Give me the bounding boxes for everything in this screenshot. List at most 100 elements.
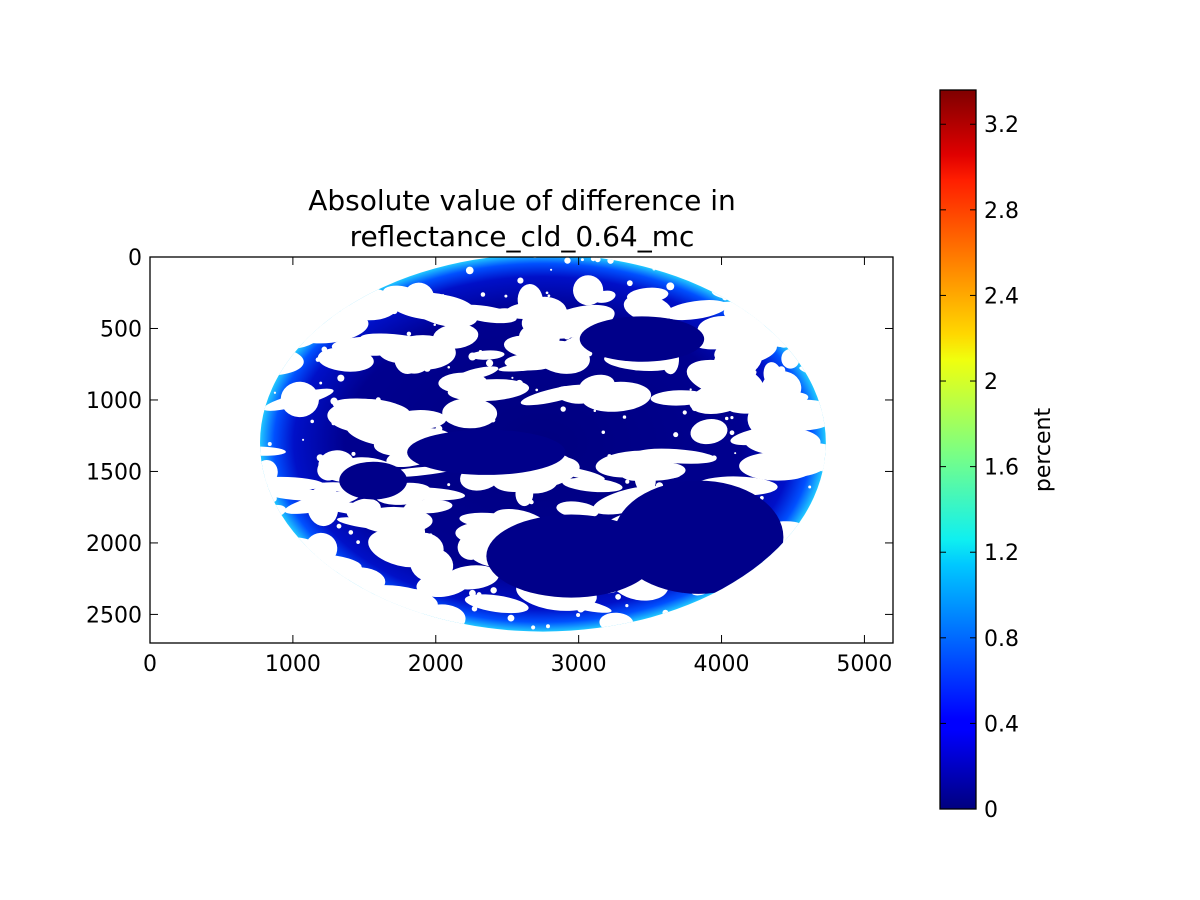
clear-region [339, 461, 408, 500]
cloud-patch [447, 379, 530, 402]
cloud-patch [358, 506, 433, 534]
cloud-speck [701, 385, 708, 392]
cloud-speck [535, 388, 539, 392]
cloud-patch [504, 353, 558, 371]
cloud-speck [777, 366, 786, 375]
cloud-speck [529, 499, 534, 505]
cloud-speck [443, 302, 451, 310]
cloud-patch [767, 399, 826, 431]
cloud-speck [615, 593, 621, 600]
cloud-speck [348, 530, 354, 535]
cloud-speck [666, 282, 675, 291]
cloud-speck [586, 350, 593, 357]
cloud-speck [711, 455, 717, 461]
cloud-speck [548, 336, 553, 342]
cloud-patch [690, 418, 728, 445]
cloud-speck [481, 390, 485, 394]
cloud-patch [332, 398, 410, 419]
y-tick-label: 1000 [86, 389, 142, 414]
colorbar-tick-label: 3.2 [984, 113, 1019, 138]
cloud-speck [649, 452, 654, 457]
cloud-speck [794, 384, 797, 388]
cloud-patch [517, 284, 543, 317]
cloud-patch [664, 300, 728, 321]
cloud-speck [531, 625, 536, 630]
cloud-speck [416, 486, 425, 495]
cloud-speck [424, 607, 431, 615]
cloud-patch [307, 490, 339, 527]
cloud-speck [607, 454, 612, 459]
chart-title-line-1: Absolute value of difference in [308, 184, 736, 217]
cloud-speck [689, 388, 692, 391]
cloud-speck [320, 482, 327, 489]
cloud-speck [394, 345, 402, 353]
cloud-patch [556, 501, 599, 519]
cloud-speck [447, 483, 451, 487]
x-tick-label: 0 [143, 652, 157, 677]
cloud-speck [364, 433, 371, 440]
cloud-patch [317, 459, 341, 481]
cloud-speck [565, 312, 570, 318]
colorbar-tick-label: 1.6 [984, 456, 1019, 481]
cloud-patch [464, 594, 529, 614]
cloud-speck [626, 386, 629, 390]
cloud-speck [401, 522, 409, 530]
cloud-speck [601, 430, 606, 435]
cloud-speck [382, 592, 387, 597]
cloud-speck [471, 605, 478, 612]
chart-title-line-2: reflectance_cld_0.64_mc [350, 220, 695, 253]
cloud-speck [730, 416, 734, 420]
cloud-speck [321, 346, 328, 353]
x-tick-label: 3000 [551, 652, 607, 677]
cloud-speck [331, 421, 336, 426]
cloud-speck [691, 404, 699, 412]
colorbar [939, 89, 977, 810]
cloud-speck [476, 592, 482, 597]
cloud-speck [467, 484, 471, 487]
cloud-speck [808, 485, 812, 489]
cloud-speck [302, 438, 305, 441]
cloud-speck [537, 396, 542, 401]
cloud-speck [315, 357, 321, 362]
clear-sky-regions [339, 316, 784, 598]
cloud-speck [680, 392, 686, 398]
cloud-speck [576, 613, 581, 618]
y-axis-ticks: 0 500 1000 1500 2000 2500 [86, 246, 893, 628]
cloud-speck [335, 354, 344, 362]
cloud-speck [273, 391, 277, 394]
cloud-speck [319, 513, 324, 518]
cloud-speck [550, 268, 553, 271]
cloud-speck [417, 359, 424, 366]
cloud-speck [486, 359, 494, 367]
cloud-speck [469, 589, 476, 597]
colorbar-tick-label: 0.4 [984, 712, 1019, 737]
cloud-speck [468, 352, 477, 361]
x-tick-label: 5000 [836, 652, 892, 677]
cloud-speck [471, 415, 475, 419]
cloud-patch [416, 571, 469, 598]
cloud-speck [582, 608, 585, 612]
cloud-speck [796, 383, 801, 389]
cloud-speck [336, 523, 342, 529]
colorbar-tick-label: 2.8 [984, 199, 1019, 224]
cloud-speck [563, 332, 571, 340]
x-tick-label: 1000 [265, 652, 321, 677]
plot-area [150, 257, 893, 643]
cloud-speck [622, 415, 627, 419]
cloud-speck [356, 540, 360, 544]
x-axis-ticks: 0 1000 2000 3000 4000 5000 [143, 257, 892, 677]
cloud-speck [570, 503, 576, 510]
cloud-patch [634, 465, 656, 494]
cloud-speck [576, 318, 580, 323]
cloud-speck [490, 587, 497, 594]
cloud-speck [547, 294, 551, 298]
cloud-speck [406, 331, 412, 337]
cloud-patch [470, 350, 505, 360]
cloud-speck [462, 539, 471, 548]
cloud-speck [330, 397, 338, 405]
cloud-speck [319, 381, 323, 385]
cloud-patch [579, 374, 615, 397]
cloud-speck [593, 409, 597, 413]
colorbar-tick-label: 0.8 [984, 627, 1019, 652]
cloud-patch [554, 385, 592, 404]
